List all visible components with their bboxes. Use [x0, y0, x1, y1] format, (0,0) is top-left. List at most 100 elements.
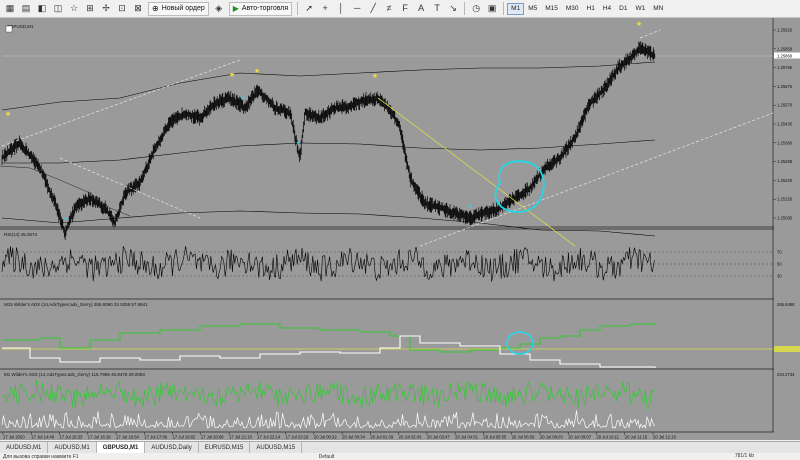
autotrading-icon: ▶: [232, 4, 239, 13]
chart-canvas[interactable]: GBPUSD,M1 1.25925 1.25858 1.25785 1.25675 1.2…: [0, 18, 800, 440]
chart-window-icon[interactable]: ◫: [53, 3, 63, 13]
timeframe-m30[interactable]: M30: [565, 5, 579, 12]
adx-m1-scale-label: 234.2734: [777, 372, 795, 377]
timeframe-d1[interactable]: D1: [619, 5, 628, 12]
profiles-icon[interactable]: ◧: [37, 3, 47, 13]
adx-m15-pane-label: M15 Wilder's ADX (14,AdxTypex:adx_Gerry)…: [4, 302, 148, 307]
timeframe-h4[interactable]: H4: [602, 5, 612, 12]
new-order-icon: ⊕: [152, 4, 159, 13]
template-icon[interactable]: ▣: [487, 3, 497, 13]
band-curve-line: [0, 165, 131, 217]
price-axis: [774, 18, 800, 440]
main-toolbar: ▦ ▤ ◧ ◫ ☆ ⊞ ✢ ⊡ ⊠ ⊕ Новый ордер ◈ ▶ Авто-т…: [0, 0, 800, 18]
rsi-level-label: 30: [777, 274, 782, 279]
price-tick-label: 1.25925: [777, 28, 793, 33]
chart-tab[interactable]: AUDUSD,M15: [250, 442, 303, 453]
time-tick-label: 17 Jul 20:06: [201, 435, 224, 440]
adx-m1-pane-label: M1 Wilder's ADX (14,AdxTypex:adx_Gerry) …: [4, 372, 145, 377]
adx-level-marker: [774, 346, 800, 352]
price-tick-label: 1.25360: [777, 140, 793, 145]
timeframe-w1[interactable]: W1: [635, 5, 646, 12]
new-order-button[interactable]: ⊕ Новый ордер: [148, 1, 209, 16]
crosshair-icon[interactable]: +: [322, 3, 328, 13]
timeframe-m5[interactable]: M5: [528, 5, 538, 12]
envelope-upper-line: [1, 61, 656, 111]
new-order-label: Новый ордер: [161, 5, 205, 12]
adx-highlight-circle: [506, 331, 534, 355]
current-price-box: [774, 52, 800, 59]
envelope-middle-line: [2, 139, 656, 164]
time-tick-label: 20 Jul 11:15: [625, 435, 648, 440]
timeframe-mn[interactable]: MN: [653, 5, 664, 12]
adx-m1-white-line: [1, 410, 655, 430]
chart-area[interactable]: GBPUSD,M1 1.25925 1.25858 1.25785 1.25675 1.2…: [0, 18, 800, 440]
symbol-label: GBPUSD,M1: [7, 24, 34, 29]
rsi-pane-label: RSI(14) 45.0674: [4, 232, 38, 237]
channel-icon[interactable]: ≠: [386, 3, 392, 13]
star-marker-icon: ★: [5, 110, 11, 118]
dashed-trendline: [59, 157, 201, 219]
fibonacci-icon[interactable]: F: [402, 3, 408, 13]
chart-tab[interactable]: AUDUSD,M1: [48, 442, 97, 453]
timeframe-bar: M1 M5 M15 M30 H1 H4 D1 W1 MN: [507, 2, 667, 15]
data-window-icon[interactable]: ⊞: [86, 3, 94, 13]
timeframe-m15[interactable]: M15: [545, 5, 558, 12]
arrow-tool-icon[interactable]: ↘: [449, 3, 457, 13]
meta-editor-icon[interactable]: ◈: [215, 3, 223, 13]
envelope-lower-line: [1, 210, 656, 237]
price-tick-label: 1.25675: [777, 84, 793, 89]
strategy-tester-icon[interactable]: ⊠: [134, 3, 142, 13]
cross-marker-icon: ✦: [240, 95, 245, 102]
dashed-trendline: [1, 59, 241, 147]
price-tick-label: 1.25785: [777, 65, 793, 70]
current-price-label: 1.25868: [777, 53, 793, 58]
navigator-icon[interactable]: ✢: [102, 3, 110, 13]
timeframe-m1[interactable]: M1: [507, 2, 525, 15]
price-tick-label: 1.25155: [777, 197, 793, 202]
time-tick-label: 17 Jul 23:18: [286, 435, 309, 440]
status-traffic: 781/1 kb: [734, 453, 754, 459]
label-icon[interactable]: T: [434, 3, 440, 13]
chart-tab[interactable]: EURUSD,M15: [199, 442, 251, 453]
chart-tab[interactable]: AUDUSD,Daily: [145, 442, 199, 453]
period-icon[interactable]: ◷: [472, 3, 481, 13]
star-marker-icon: ★: [636, 20, 642, 28]
time-tick-label: 20 Jul 05:55: [483, 435, 506, 440]
time-tick-label: 20 Jul 08:03: [540, 435, 563, 440]
time-tick-label: 20 Jul 12:19: [653, 435, 676, 440]
time-tick-label: 20 Jul 04:51: [455, 435, 478, 440]
time-tick-label: 17 Jul 21:10: [229, 435, 252, 440]
timeframe-h1[interactable]: H1: [586, 5, 595, 12]
chart-tab[interactable]: GBPUSD,M1: [96, 442, 146, 453]
price-bars: [1, 41, 656, 241]
text-icon[interactable]: A: [418, 3, 425, 13]
price-tick-label: 1.25858: [777, 46, 793, 51]
cross-marker-icon: ✦: [63, 216, 68, 223]
time-tick-label: 20 Jul 09:07: [568, 435, 591, 440]
market-watch-icon[interactable]: ☆: [69, 3, 79, 13]
toolbar-separator: [297, 2, 299, 15]
price-tick-label: 1.25220: [777, 178, 793, 183]
chart-tab[interactable]: AUDUSD,M1: [0, 442, 49, 453]
star-marker-icon: ★: [254, 67, 260, 75]
adx-m15-green-line: [2, 322, 656, 353]
price-tick-label: 1.25570: [777, 103, 793, 108]
vertical-line-icon[interactable]: │: [338, 3, 344, 13]
price-tick-label: 1.25085: [777, 216, 793, 221]
cross-marker-icon: ✦: [295, 140, 300, 147]
toolbar-separator: [503, 2, 505, 15]
highlight-circle: [494, 160, 545, 213]
time-tick-label: 20 Jul 00:22: [314, 435, 337, 440]
status-help-text: Для вызова справки нажмите F1: [3, 453, 79, 460]
time-tick-label: 17 Jul 15:33: [60, 435, 83, 440]
autotrading-button[interactable]: ▶ Авто-торговля: [228, 1, 293, 16]
cursor-icon[interactable]: ➚: [305, 3, 313, 13]
adx-m1-green-line: [1, 380, 655, 410]
open-file-icon[interactable]: ▤: [21, 3, 31, 13]
time-tick-label: 20 Jul 00:34: [342, 435, 365, 440]
horizontal-line-icon[interactable]: ─: [353, 3, 361, 13]
trendline-icon[interactable]: ╱: [370, 3, 376, 13]
new-chart-icon[interactable]: ▦: [5, 3, 15, 13]
terminal-icon[interactable]: ⊡: [118, 3, 126, 13]
